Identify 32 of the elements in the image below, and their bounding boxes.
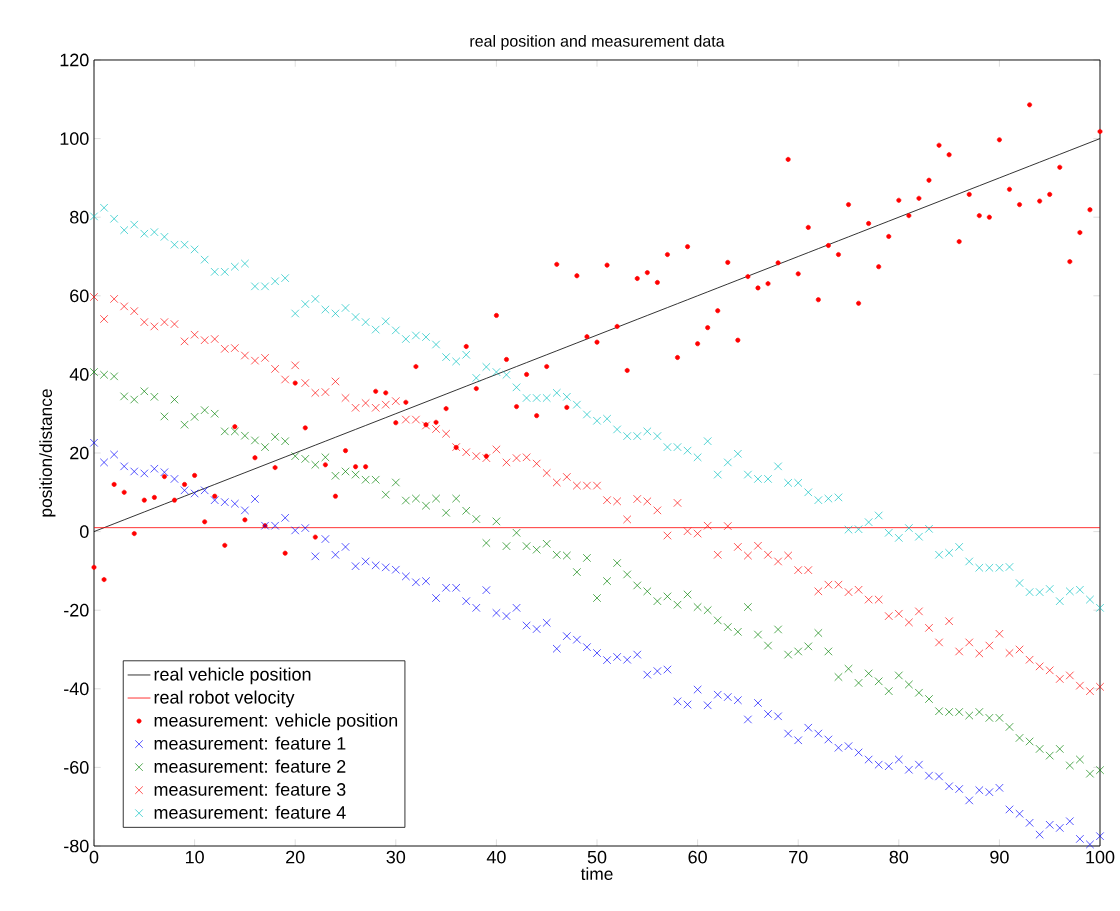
y-tick-label: 100 <box>60 132 89 145</box>
x-tick-label: 100 <box>1086 850 1115 864</box>
x-tick-label: 60 <box>688 850 707 864</box>
y-tick-label: 0 <box>79 525 89 538</box>
x-tick-label: 40 <box>486 850 506 864</box>
legend-label: measurement: feature 4 <box>154 805 346 819</box>
x-tick-label: 80 <box>889 850 909 864</box>
y-tick-label: -20 <box>64 603 89 617</box>
x-tick-label: 10 <box>185 850 204 864</box>
y-tick-label: -40 <box>64 682 89 696</box>
y-tick-label: -60 <box>64 761 89 774</box>
legend-label: real vehicle position <box>154 667 311 685</box>
y-tick-label: 20 <box>70 446 89 460</box>
x-tick-label: 30 <box>386 850 406 864</box>
x-tick-label: 0 <box>89 850 99 864</box>
y-tick-label: 120 <box>60 53 89 67</box>
chart-title: real position and measurement data <box>470 35 725 50</box>
y-axis-title: position/distance <box>39 389 56 517</box>
y-tick-label: 40 <box>69 368 89 381</box>
y-tick-label: 80 <box>70 210 89 224</box>
x-tick-label: 50 <box>587 850 607 864</box>
legend-label: measurement: vehicle position <box>154 713 398 731</box>
legend-label: measurement: feature 3 <box>154 782 346 796</box>
y-tick-label: 60 <box>70 289 89 303</box>
legend-label: real robot velocity <box>154 690 295 708</box>
legend-label: measurement: feature 2 <box>154 759 346 773</box>
x-tick-label: 20 <box>286 850 305 864</box>
y-tick-label: -80 <box>64 839 89 853</box>
legend-label: measurement: feature 1 <box>154 736 346 750</box>
x-axis-title: time <box>580 867 613 880</box>
x-tick-label: 70 <box>789 850 808 864</box>
x-tick-label: 90 <box>990 850 1009 864</box>
